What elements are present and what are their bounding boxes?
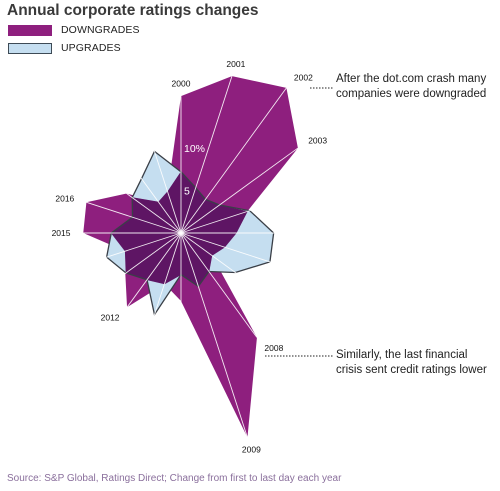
- legend-label-upgrades: UPGRADES: [61, 42, 121, 54]
- radial-tick-5: 5: [184, 186, 190, 198]
- spoke-2019: [142, 114, 182, 234]
- spoke-2007: [180, 232, 282, 307]
- radial-tick-10: 10%: [184, 143, 205, 155]
- axis-label-2003: 2003: [308, 136, 327, 146]
- spoke-2006: [180, 232, 300, 272]
- spoke-2011: [142, 232, 182, 352]
- annotation-dotcom: After the dot.com crash many companies w…: [336, 73, 487, 100]
- legend-item-downgrades: DOWNGRADES: [8, 24, 140, 36]
- axis-label-2016: 2016: [55, 193, 74, 203]
- spoke-2004: [180, 194, 300, 234]
- axis-label-2012: 2012: [101, 313, 120, 323]
- legend-swatch-downgrades: [8, 24, 52, 36]
- axis-label-2015: 2015: [52, 228, 71, 238]
- spoke-2009: [180, 232, 248, 438]
- legend-item-upgrades: UPGRADES: [8, 42, 121, 54]
- chart-title: Annual corporate ratings changes: [7, 2, 259, 19]
- legend-swatch-upgrades: [8, 42, 52, 54]
- source-note: Source: S&P Global, Ratings Direct; Chan…: [7, 473, 342, 484]
- spoke-2008: [180, 232, 258, 338]
- spoke-2012: [107, 232, 182, 334]
- spoke-2018: [107, 132, 182, 234]
- spoke-2002: [180, 87, 287, 234]
- spoke-2003: [180, 147, 299, 234]
- spoke-2013: [80, 232, 182, 307]
- spoke-2016: [62, 194, 182, 234]
- axis-label-2001: 2001: [226, 59, 245, 69]
- spoke-2001: [180, 76, 233, 234]
- axis-label-2009: 2009: [242, 445, 261, 455]
- legend-label-downgrades: DOWNGRADES: [61, 24, 140, 36]
- axis-label-2008: 2008: [264, 343, 283, 353]
- axis-label-2000: 2000: [172, 78, 191, 88]
- spoke-2014: [62, 232, 182, 272]
- annotation-financial-crisis: Similarly, the last financial crisis sen…: [336, 349, 487, 376]
- spoke-2017: [80, 159, 182, 234]
- axis-label-2002: 2002: [294, 73, 313, 83]
